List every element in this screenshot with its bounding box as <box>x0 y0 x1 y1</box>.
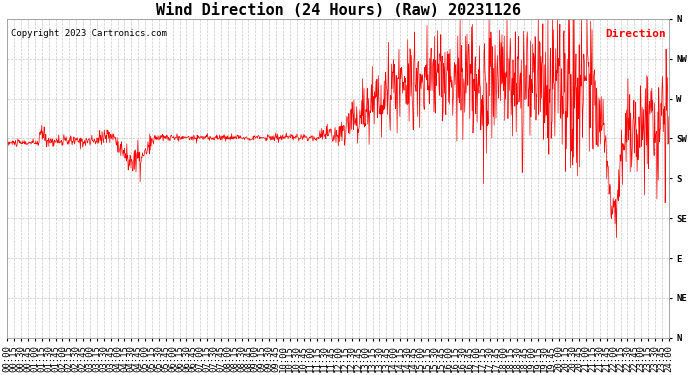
Text: Direction: Direction <box>604 28 666 39</box>
Text: Copyright 2023 Cartronics.com: Copyright 2023 Cartronics.com <box>10 28 166 38</box>
Title: Wind Direction (24 Hours) (Raw) 20231126: Wind Direction (24 Hours) (Raw) 20231126 <box>155 3 520 18</box>
